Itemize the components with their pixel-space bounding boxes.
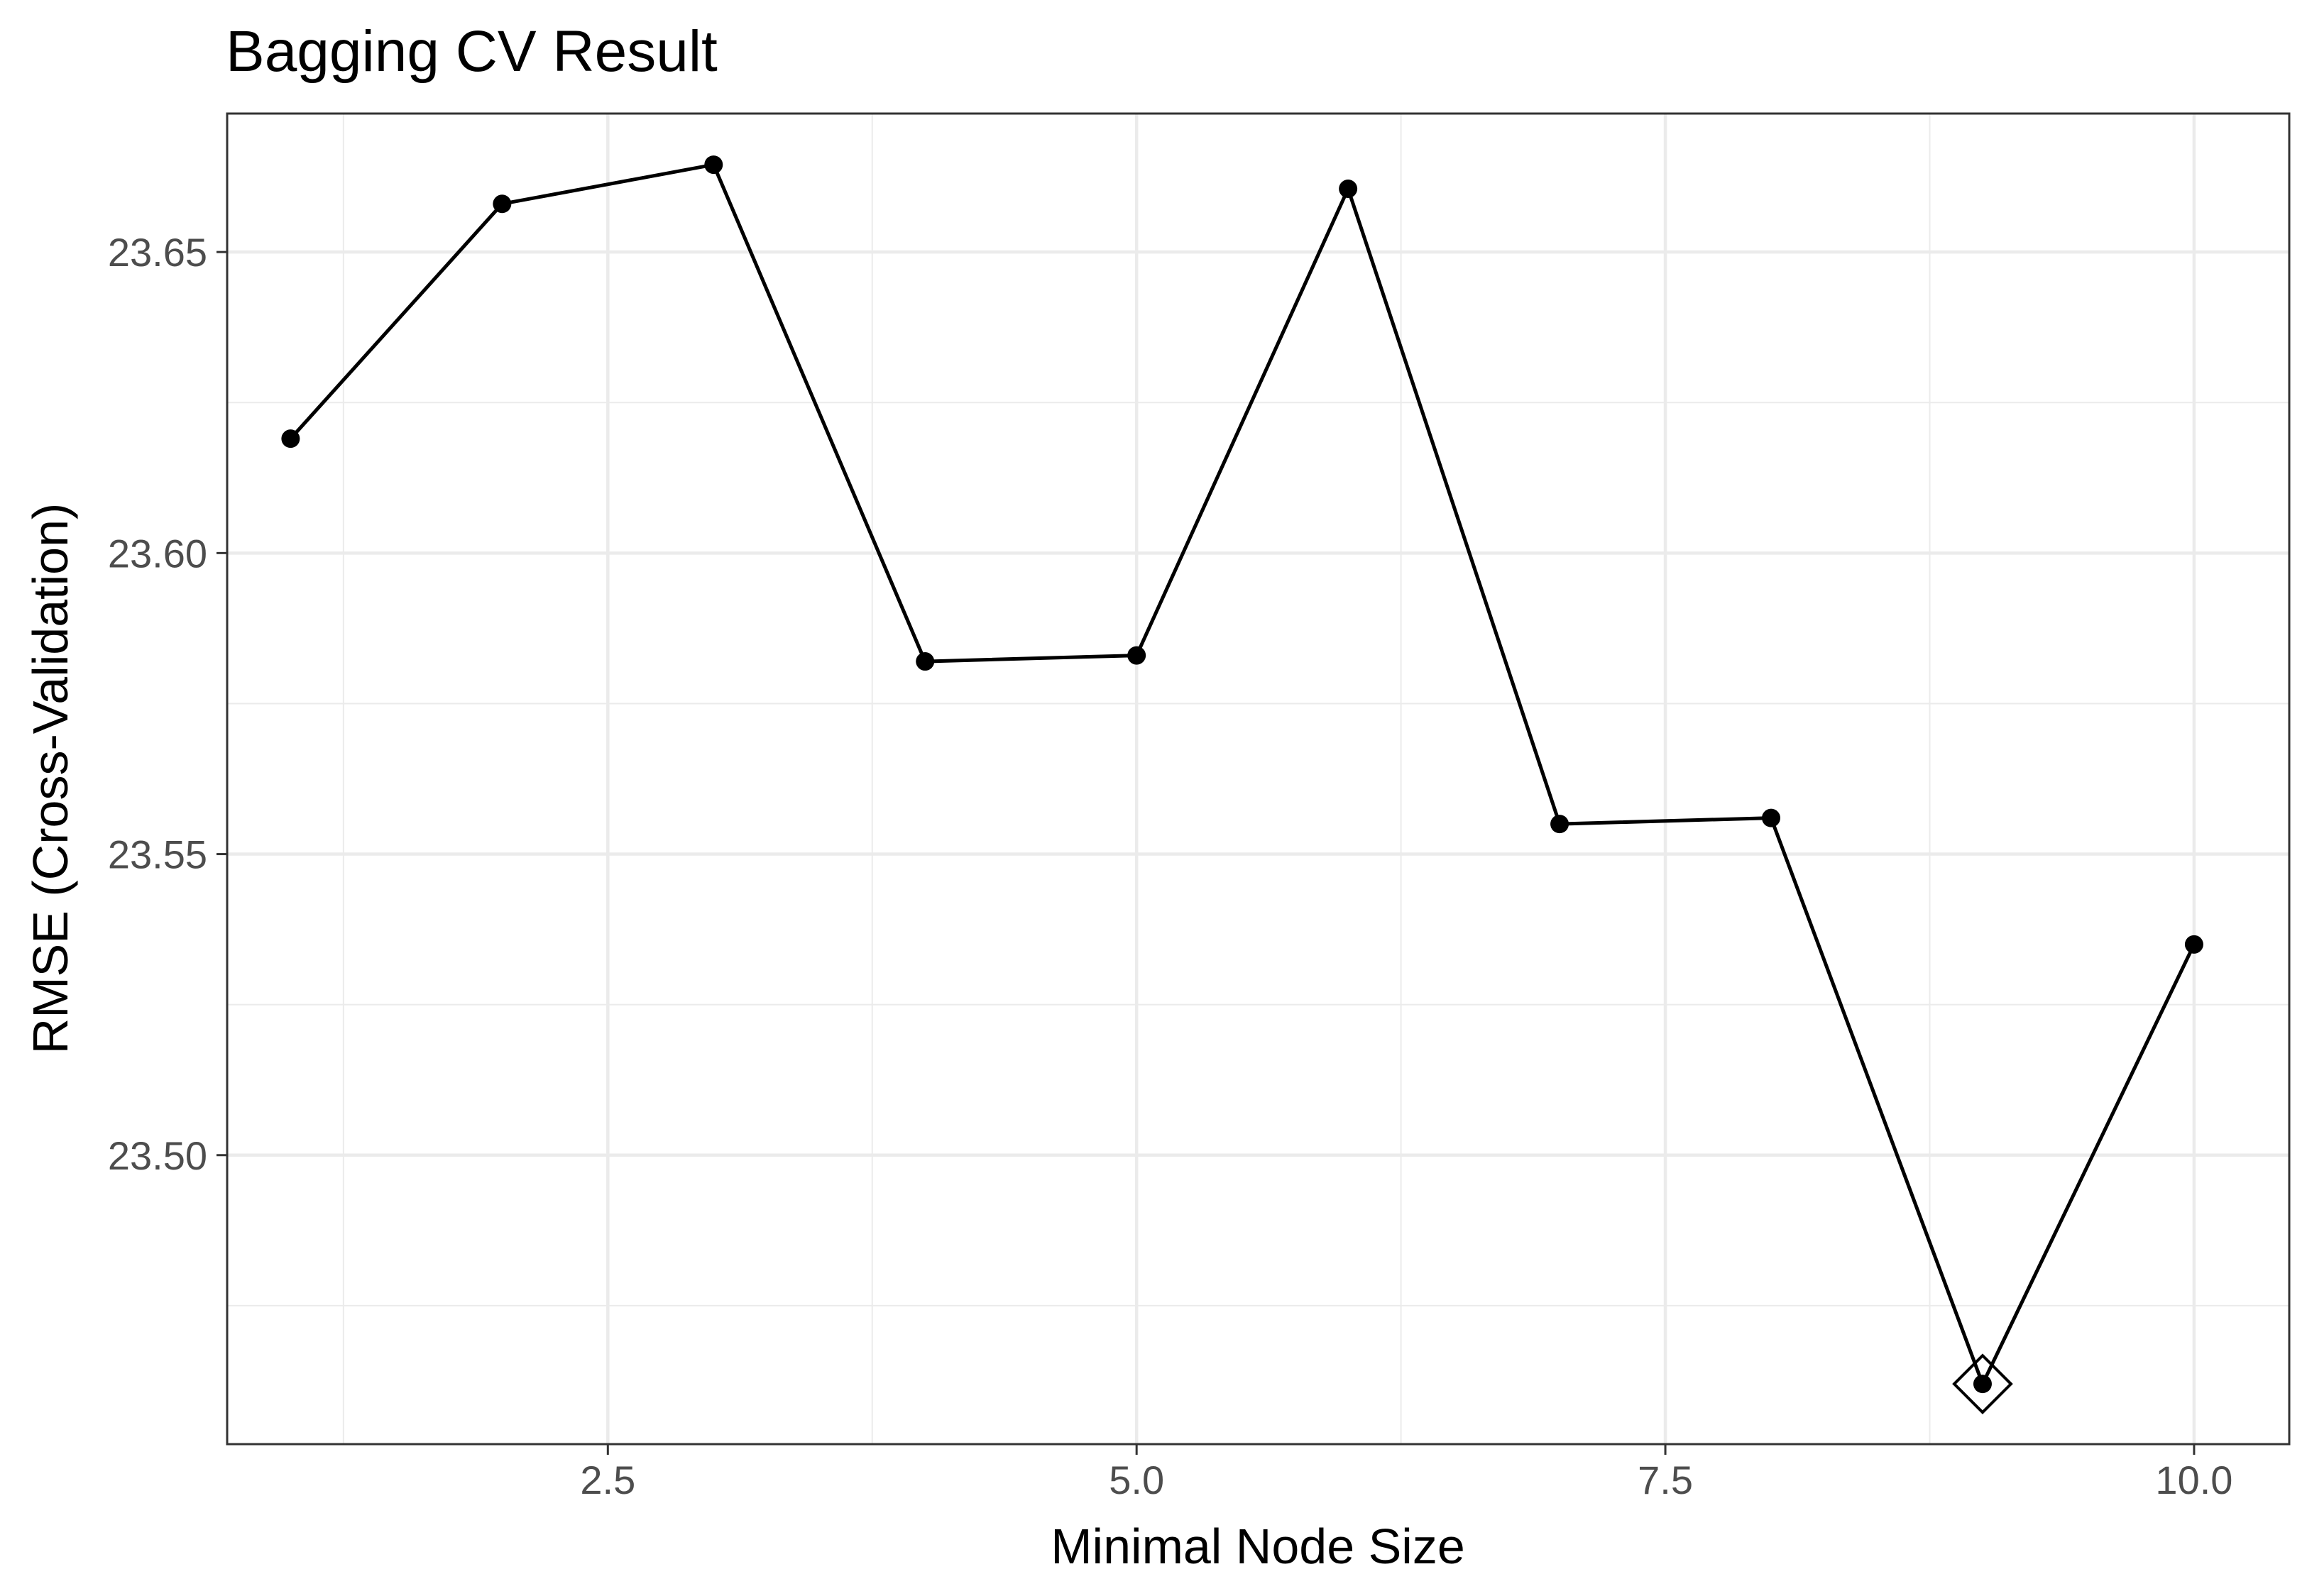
x-tick-label: 7.5 — [1638, 1458, 1693, 1502]
chart-title: Bagging CV Result — [226, 19, 718, 84]
series-line-layer — [289, 163, 2196, 1386]
x-tick-label: 5.0 — [1109, 1458, 1164, 1502]
y-axis-title: RMSE (Cross-Validation) — [23, 503, 78, 1055]
data-point — [704, 155, 723, 175]
data-point — [1762, 808, 1781, 827]
y-tick-label: 23.60 — [108, 531, 207, 576]
panel-border — [226, 112, 2291, 1446]
data-point — [493, 194, 512, 214]
x-tick-label: 10.0 — [2155, 1458, 2232, 1502]
data-point — [1339, 180, 1358, 199]
data-point — [1550, 815, 1569, 834]
y-tick-label: 23.65 — [108, 230, 207, 275]
y-tick-label: 23.55 — [108, 832, 207, 877]
y-tick-label: 23.50 — [108, 1133, 207, 1178]
data-points — [281, 155, 2203, 1394]
x-axis-title: Minimal Node Size — [1051, 1519, 1465, 1574]
series-line — [289, 163, 2196, 1386]
data-point — [1973, 1375, 1992, 1394]
data-point — [1127, 646, 1146, 665]
data-point — [2184, 935, 2203, 954]
grid — [227, 114, 2289, 1444]
axis-ticks: 2.5 5.0 7.5 10.0 23.50 23.55 23.60 23.65 — [108, 230, 2233, 1502]
best-point-diamond — [1952, 1353, 2013, 1414]
data-point — [916, 652, 935, 671]
best-marker-layer — [1952, 1353, 2013, 1414]
x-tick-label: 2.5 — [580, 1458, 635, 1502]
data-point — [281, 429, 300, 448]
